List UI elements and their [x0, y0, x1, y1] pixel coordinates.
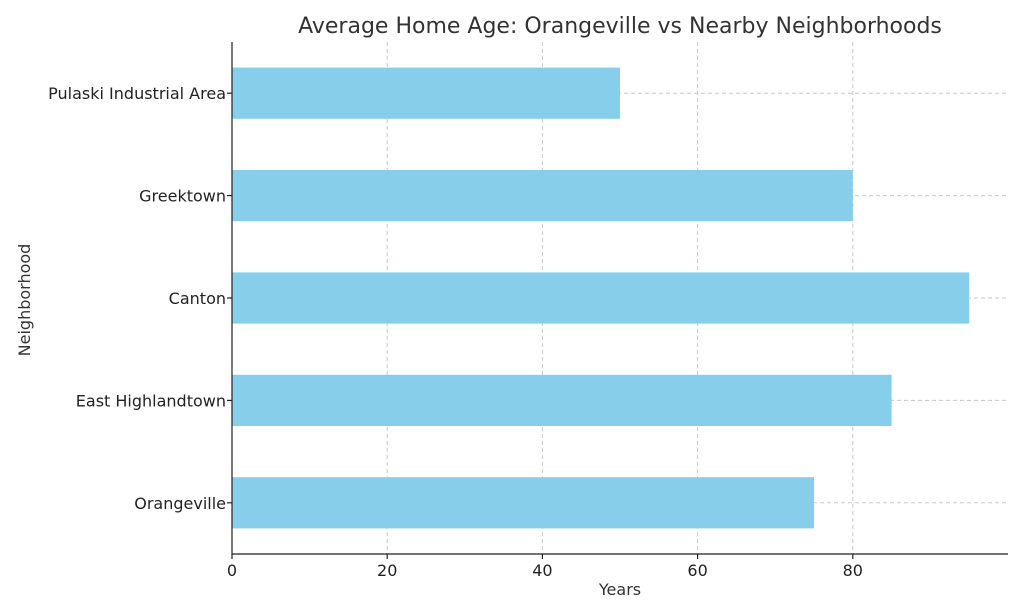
- x-tick-label: 60: [687, 561, 707, 580]
- bars-layer: [232, 67, 970, 529]
- x-tick-label: 80: [843, 561, 863, 580]
- bar-greektown: [232, 170, 853, 222]
- ticks-layer: 0 20 40 60 80 Orangeville East Highlandtown Can…: [48, 84, 863, 580]
- y-tick-label: Pulaski Industrial Area: [48, 84, 226, 103]
- chart-title: Average Home Age: Orangeville vs Nearby …: [298, 14, 942, 39]
- x-tick-label: 20: [377, 561, 397, 580]
- y-tick-label: Orangeville: [134, 494, 226, 513]
- bar-orangeville: [232, 477, 814, 529]
- y-tick-label: Greektown: [139, 187, 226, 206]
- x-axis-label: Years: [598, 580, 641, 599]
- y-axis-label: Neighborhood: [15, 244, 34, 357]
- x-tick-label: 0: [227, 561, 237, 580]
- bar-east-highlandtown: [232, 374, 892, 426]
- y-tick-label: Canton: [169, 289, 226, 308]
- bar-pulaski-industrial-area: [232, 67, 620, 119]
- y-tick-label: East Highlandtown: [76, 391, 226, 410]
- bar-canton: [232, 272, 970, 324]
- x-tick-label: 40: [532, 561, 552, 580]
